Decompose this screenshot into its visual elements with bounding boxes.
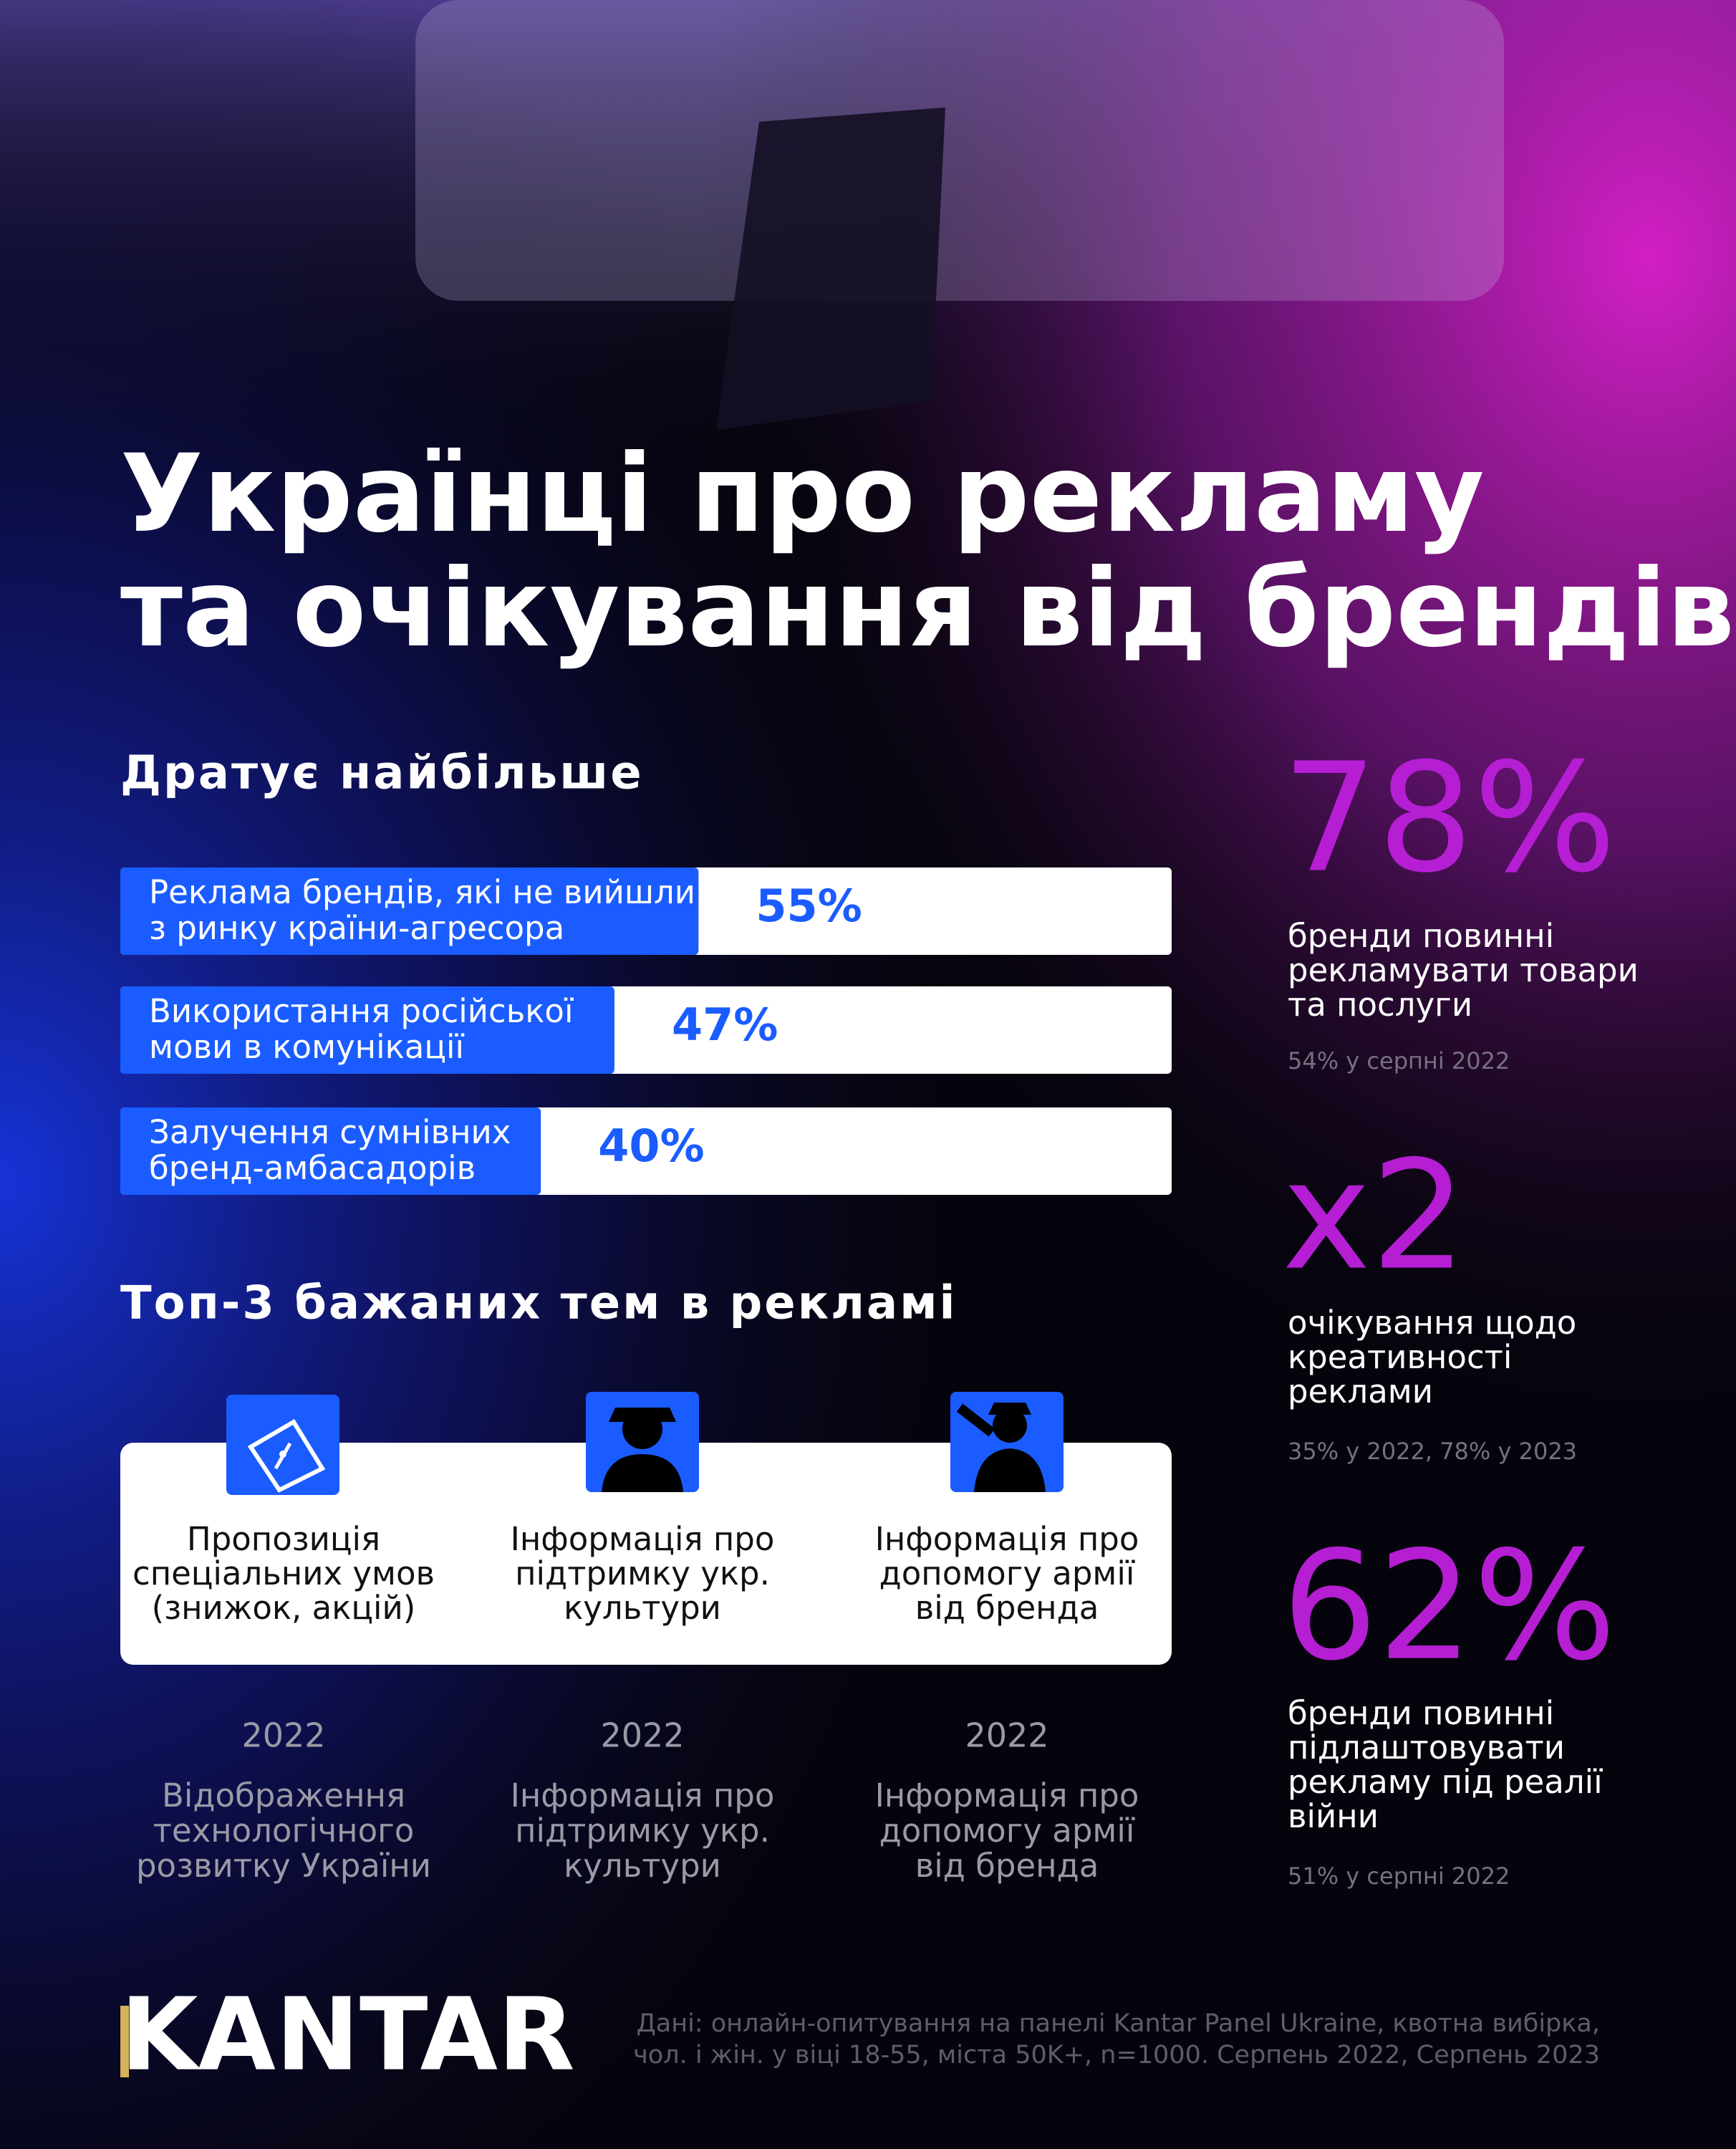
stat-note: 51% у серпні 2022 — [1288, 1862, 1510, 1890]
value-label: 40% — [598, 1120, 704, 1172]
stat-value: 78% — [1282, 731, 1616, 906]
bar — [120, 1107, 541, 1195]
source-note: Дані: онлайн-опитування на панелі Kantar… — [636, 2009, 1600, 2038]
bar-label: Реклама брендів, які не вийшли — [149, 873, 695, 911]
stat-note: 35% у 2022, 78% у 2023 — [1288, 1438, 1577, 1465]
bar-label: Використання російської — [149, 992, 574, 1030]
stat-note: 54% у серпні 2022 — [1288, 1047, 1510, 1074]
tv-screen — [415, 0, 1504, 301]
topic-year: 2022 — [600, 1716, 684, 1755]
topic-text: Інформація про — [511, 1777, 775, 1814]
topic-text: Інформація про — [875, 1520, 1139, 1558]
topic-text: підтримку укр. — [515, 1812, 770, 1850]
bar — [120, 986, 614, 1074]
topic-text: від бренда — [915, 1589, 1099, 1627]
topic-text: технологічного — [153, 1812, 415, 1850]
stat-text: бренди повинні — [1288, 917, 1554, 955]
title-line: та очікування від брендів — [120, 547, 1735, 671]
logo: KANTAR — [120, 1977, 575, 2094]
stat-text: креативності — [1288, 1338, 1512, 1376]
section-title: Дратує найбільше — [120, 747, 644, 800]
stat-text: бренди повинні — [1288, 1694, 1554, 1732]
topics-card — [120, 1443, 1172, 1665]
remote — [716, 107, 945, 430]
topic-text: Інформація про — [875, 1777, 1139, 1814]
icon — [226, 1395, 339, 1495]
topic-text: підтримку укр. — [515, 1554, 770, 1592]
source-note: чол. і жін. у віці 18-55, міста 50K+, n=… — [633, 2041, 1600, 2069]
stat-text: підлаштовувати — [1288, 1729, 1565, 1766]
stat-text: війни — [1288, 1797, 1379, 1835]
section-title: Топ-3 бажаних тем в рекламі — [120, 1277, 957, 1330]
bar-label: з ринку країни-агресора — [149, 909, 564, 947]
topic-text: спеціальних умов — [132, 1554, 435, 1592]
stat-text: та послуги — [1288, 986, 1472, 1024]
title-line: Українці про рекламу — [120, 432, 1485, 557]
stat-text: рекламувати товари — [1288, 951, 1639, 989]
bar — [120, 867, 699, 955]
topic-text: допомогу армії — [879, 1554, 1135, 1592]
stat-value: x2 — [1282, 1128, 1467, 1304]
topic-year: 2022 — [241, 1716, 325, 1755]
topic-text: Відображення — [162, 1777, 405, 1814]
value-label: 55% — [756, 880, 862, 932]
bar-label: бренд-амбасадорів — [149, 1149, 476, 1187]
stat-value: 62% — [1282, 1519, 1616, 1694]
stat-text: очікування щодо — [1288, 1304, 1576, 1342]
topic-text: розвитку України — [136, 1847, 431, 1885]
stat-text: рекламу під реалії — [1288, 1763, 1603, 1801]
topic-text: Пропозиція — [187, 1520, 380, 1558]
topic-year: 2022 — [965, 1716, 1048, 1755]
logo-accent — [120, 2006, 129, 2077]
topic-text: від бренда — [915, 1847, 1099, 1885]
topic-text: культури — [564, 1847, 721, 1885]
icon — [586, 1392, 699, 1492]
topic-text: Інформація про — [511, 1520, 775, 1558]
topic-text: культури — [564, 1589, 721, 1627]
stat-text: реклами — [1288, 1372, 1433, 1410]
bar-label: мови в комунікації — [149, 1028, 464, 1066]
bar-label: Залучення сумнівних — [149, 1113, 511, 1151]
value-label: 47% — [672, 999, 778, 1051]
topic-text: (знижок, акцій) — [152, 1589, 416, 1627]
topic-text: допомогу армії — [879, 1812, 1135, 1850]
icon — [950, 1392, 1064, 1492]
